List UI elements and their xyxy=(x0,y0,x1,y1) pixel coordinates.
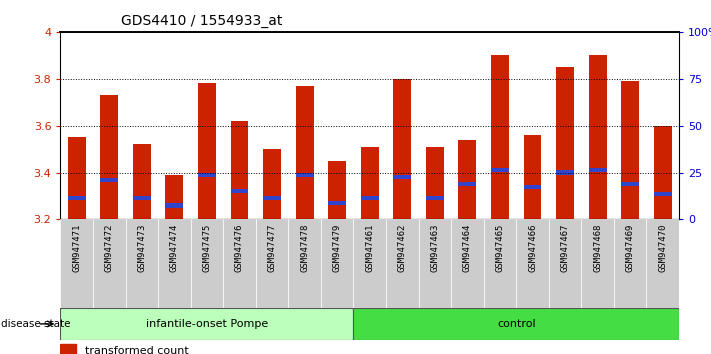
Text: GSM947478: GSM947478 xyxy=(300,224,309,272)
Bar xyxy=(483,219,516,308)
Text: GSM947467: GSM947467 xyxy=(560,224,570,272)
Bar xyxy=(523,135,542,219)
Bar xyxy=(263,149,281,219)
Bar xyxy=(393,79,411,219)
Bar xyxy=(582,219,614,308)
Text: GSM947473: GSM947473 xyxy=(137,224,146,272)
Bar xyxy=(289,219,321,308)
Bar xyxy=(198,173,216,177)
Text: GSM947476: GSM947476 xyxy=(235,224,244,272)
Bar xyxy=(386,219,419,308)
Bar xyxy=(589,55,606,219)
Text: GSM947466: GSM947466 xyxy=(528,224,537,272)
Bar xyxy=(621,81,639,219)
Bar xyxy=(459,140,476,219)
Bar xyxy=(556,67,574,219)
Bar xyxy=(328,161,346,219)
Text: GSM947465: GSM947465 xyxy=(496,224,504,272)
Text: disease state: disease state xyxy=(1,319,71,329)
Bar xyxy=(646,219,679,308)
Text: GSM947475: GSM947475 xyxy=(203,224,211,272)
Bar xyxy=(654,126,672,219)
Bar xyxy=(451,219,483,308)
Bar xyxy=(230,189,248,193)
Bar xyxy=(654,192,672,196)
Bar xyxy=(491,55,509,219)
Bar xyxy=(158,219,191,308)
Bar xyxy=(133,144,151,219)
Bar xyxy=(621,182,639,187)
Bar xyxy=(353,308,679,340)
Bar xyxy=(459,182,476,187)
Bar xyxy=(223,219,256,308)
Bar xyxy=(589,168,606,172)
Bar xyxy=(491,168,509,172)
Bar xyxy=(556,171,574,175)
Bar xyxy=(166,203,183,207)
Bar xyxy=(256,219,289,308)
Bar xyxy=(126,219,158,308)
Bar xyxy=(68,196,85,200)
Bar xyxy=(100,95,118,219)
Text: GSM947470: GSM947470 xyxy=(658,224,667,272)
Bar xyxy=(100,177,118,182)
Text: GSM947463: GSM947463 xyxy=(430,224,439,272)
Text: GSM947468: GSM947468 xyxy=(593,224,602,272)
Bar xyxy=(360,196,379,200)
Text: transformed count: transformed count xyxy=(85,346,189,354)
Bar xyxy=(614,219,646,308)
Bar xyxy=(426,196,444,200)
Bar xyxy=(68,137,85,219)
Bar xyxy=(321,219,353,308)
Bar xyxy=(426,147,444,219)
Text: GSM947464: GSM947464 xyxy=(463,224,472,272)
Bar xyxy=(296,86,314,219)
Bar xyxy=(60,344,76,354)
Text: GSM947474: GSM947474 xyxy=(170,224,179,272)
Bar xyxy=(549,219,582,308)
Text: GDS4410 / 1554933_at: GDS4410 / 1554933_at xyxy=(121,14,282,28)
Bar xyxy=(296,173,314,177)
Text: GSM947469: GSM947469 xyxy=(626,224,635,272)
Text: GSM947472: GSM947472 xyxy=(105,224,114,272)
Text: GSM947479: GSM947479 xyxy=(333,224,342,272)
Text: GSM947461: GSM947461 xyxy=(365,224,374,272)
Bar xyxy=(516,219,549,308)
Text: infantile-onset Pompe: infantile-onset Pompe xyxy=(146,319,268,329)
Text: GSM947462: GSM947462 xyxy=(397,224,407,272)
Bar xyxy=(60,219,93,308)
Bar xyxy=(523,184,542,189)
Bar xyxy=(166,175,183,219)
Bar xyxy=(419,219,451,308)
Text: GSM947471: GSM947471 xyxy=(73,224,81,272)
Bar xyxy=(353,219,386,308)
Bar xyxy=(133,196,151,200)
Text: GSM947477: GSM947477 xyxy=(267,224,277,272)
Bar xyxy=(263,196,281,200)
Bar xyxy=(393,175,411,179)
Bar xyxy=(360,147,379,219)
Bar xyxy=(93,219,126,308)
Bar xyxy=(198,84,216,219)
Text: control: control xyxy=(497,319,535,329)
Bar xyxy=(191,219,223,308)
Bar xyxy=(328,201,346,205)
Bar xyxy=(230,121,248,219)
Bar xyxy=(60,308,353,340)
